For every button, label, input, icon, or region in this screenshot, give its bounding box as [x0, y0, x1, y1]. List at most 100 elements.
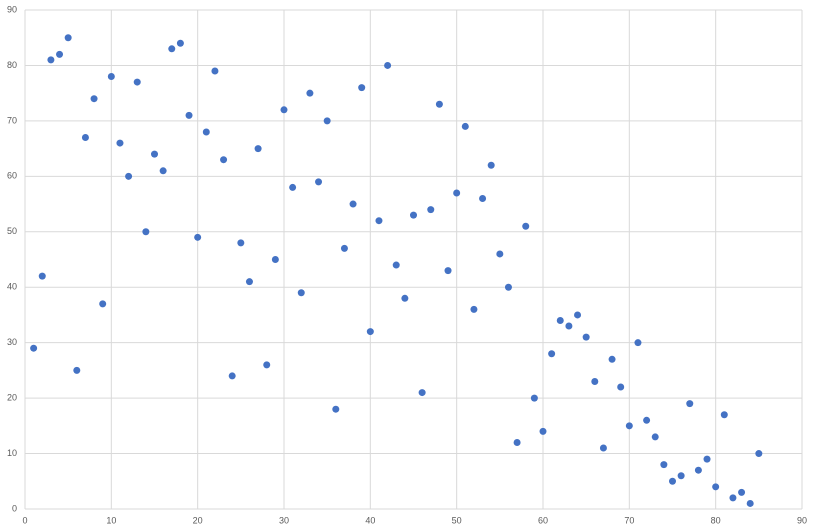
x-tick-label: 20	[193, 515, 203, 525]
x-tick-label: 10	[106, 515, 116, 525]
point	[513, 438, 521, 446]
point	[64, 34, 72, 42]
point	[228, 372, 236, 380]
point	[220, 156, 228, 164]
point	[332, 405, 340, 413]
point	[73, 366, 81, 374]
point	[245, 278, 253, 286]
y-tick-label: 10	[7, 448, 17, 458]
point	[470, 305, 478, 313]
point	[384, 61, 392, 69]
point	[38, 272, 46, 280]
point	[504, 283, 512, 291]
point	[47, 56, 55, 64]
point	[755, 450, 763, 458]
y-tick-label: 0	[12, 503, 17, 513]
point	[151, 150, 158, 158]
point	[410, 211, 417, 219]
point	[694, 466, 702, 474]
point	[297, 289, 305, 297]
point	[686, 400, 694, 408]
y-tick-label: 80	[7, 60, 17, 70]
y-tick-label: 60	[7, 171, 17, 181]
point	[81, 134, 89, 142]
point	[340, 244, 348, 252]
point	[625, 422, 633, 430]
point	[133, 78, 141, 86]
x-tick-label: 80	[711, 515, 721, 525]
point	[349, 200, 357, 208]
point	[617, 383, 625, 391]
x-tick-label: 50	[452, 515, 462, 525]
y-tick-label: 40	[7, 282, 17, 292]
point	[99, 300, 107, 308]
point	[211, 67, 219, 75]
point	[720, 411, 728, 419]
point	[401, 294, 409, 302]
point	[185, 111, 193, 119]
x-tick-label: 0	[22, 515, 27, 525]
point	[461, 122, 469, 130]
point	[669, 477, 676, 485]
point	[444, 267, 452, 275]
point	[306, 89, 314, 97]
point	[548, 350, 556, 358]
point	[168, 45, 176, 53]
point	[237, 239, 245, 247]
y-tick-label: 90	[7, 4, 17, 14]
point	[660, 461, 668, 469]
point	[712, 483, 720, 491]
point	[176, 39, 184, 47]
point	[254, 145, 262, 153]
point	[375, 217, 383, 225]
point	[496, 250, 504, 258]
point	[159, 167, 167, 175]
point	[107, 73, 115, 81]
point	[418, 389, 426, 397]
point	[271, 256, 279, 263]
point	[582, 333, 590, 341]
point	[289, 183, 297, 191]
point	[599, 444, 607, 452]
point	[142, 228, 150, 236]
y-tick-label: 20	[7, 392, 17, 402]
point	[651, 433, 659, 441]
point	[90, 95, 98, 103]
point	[539, 427, 547, 435]
point	[729, 494, 737, 502]
point	[202, 128, 210, 136]
point	[608, 355, 616, 363]
y-tick-label: 50	[7, 226, 17, 236]
x-tick-label: 40	[365, 515, 375, 525]
point	[479, 195, 487, 203]
point	[358, 84, 366, 92]
point	[574, 311, 582, 319]
point	[315, 178, 323, 186]
point	[591, 377, 599, 385]
x-tick-label: 70	[624, 515, 634, 525]
x-tick-label: 60	[538, 515, 548, 525]
point	[427, 206, 435, 214]
point	[366, 328, 374, 336]
point	[116, 139, 124, 147]
point	[392, 261, 400, 269]
point	[703, 455, 711, 463]
point	[435, 100, 443, 108]
point	[263, 361, 271, 369]
point	[487, 161, 495, 169]
y-tick-label: 70	[7, 115, 17, 125]
point	[643, 416, 651, 424]
point	[194, 233, 202, 241]
point	[677, 472, 685, 480]
point	[453, 189, 461, 197]
point	[280, 106, 288, 114]
x-tick-label: 30	[279, 515, 289, 525]
point	[125, 172, 133, 180]
point	[56, 50, 64, 58]
x-tick-label: 90	[797, 515, 807, 525]
point	[634, 339, 642, 347]
point	[323, 117, 331, 125]
point	[530, 394, 538, 402]
point	[556, 316, 564, 324]
